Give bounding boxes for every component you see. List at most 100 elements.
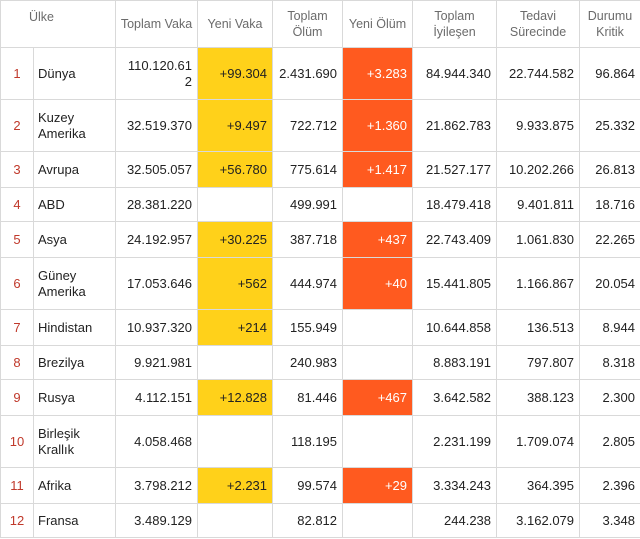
table-row[interactable]: 5 Asya 24.192.957 +30.225 387.718 +437 22.743.… [0,221,640,258]
critical-cell: 18.716 [579,187,640,222]
new-deaths-cell: +29 [342,467,414,504]
header-active[interactable]: Tedavi Sürecinde [496,0,581,48]
total-deaths-cell: 387.718 [272,221,344,258]
row-rank: 8 [0,345,34,380]
critical-cell: 2.396 [579,467,640,504]
recovered-cell: 15.441.805 [412,257,498,310]
recovered-cell: 10.644.858 [412,309,498,346]
active-cell: 10.202.266 [496,151,581,188]
recovered-cell: 244.238 [412,503,498,538]
total-cases-cell: 32.505.057 [115,151,199,188]
new-cases-cell: +99.304 [197,47,274,100]
new-deaths-cell: +3.283 [342,47,414,100]
table-row[interactable]: 11 Afrika 3.798.212 +2.231 99.574 +29 3.334.24… [0,467,640,504]
row-country: Avrupa [32,151,117,188]
total-deaths-cell: 99.574 [272,467,344,504]
row-country: Rusya [32,379,117,416]
new-cases-cell [197,415,274,468]
recovered-cell: 2.231.199 [412,415,498,468]
recovered-cell: 22.743.409 [412,221,498,258]
row-rank: 6 [0,257,34,310]
total-deaths-cell: 155.949 [272,309,344,346]
row-country: Güney Amerika [32,257,117,310]
new-cases-cell [197,187,274,222]
new-cases-cell: +30.225 [197,221,274,258]
row-country: Afrika [32,467,117,504]
critical-cell: 22.265 [579,221,640,258]
table-row[interactable]: 3 Avrupa 32.505.057 +56.780 775.614 +1.417 21.… [0,151,640,188]
new-cases-cell: +56.780 [197,151,274,188]
table-body: 1 Dünya 110.120.612 +99.304 2.431.690 +3.283 8… [0,47,640,538]
recovered-cell: 21.527.177 [412,151,498,188]
row-rank: 11 [0,467,34,504]
critical-cell: 96.864 [579,47,640,100]
header-recovered[interactable]: Toplam İyileşen [412,0,498,48]
new-deaths-cell [342,503,414,538]
total-cases-cell: 24.192.957 [115,221,199,258]
row-rank: 10 [0,415,34,468]
critical-cell: 8.944 [579,309,640,346]
total-deaths-cell: 2.431.690 [272,47,344,100]
row-rank: 1 [0,47,34,100]
active-cell: 1.709.074 [496,415,581,468]
active-cell: 1.061.830 [496,221,581,258]
active-cell: 1.166.867 [496,257,581,310]
total-deaths-cell: 775.614 [272,151,344,188]
active-cell: 9.401.811 [496,187,581,222]
total-deaths-cell: 240.983 [272,345,344,380]
new-cases-cell [197,345,274,380]
total-deaths-cell: 499.991 [272,187,344,222]
recovered-cell: 18.479.418 [412,187,498,222]
total-deaths-cell: 722.712 [272,99,344,152]
table-row[interactable]: 4 ABD 28.381.220 499.991 18.479.418 9.401.811… [0,187,640,222]
total-deaths-cell: 81.446 [272,379,344,416]
active-cell: 9.933.875 [496,99,581,152]
critical-cell: 3.348 [579,503,640,538]
row-country: Birleşik Krallık [32,415,117,468]
new-cases-cell: +9.497 [197,99,274,152]
critical-cell: 2.805 [579,415,640,468]
header-total-cases[interactable]: Toplam Vaka [115,0,199,48]
new-cases-cell: +214 [197,309,274,346]
critical-cell: 8.318 [579,345,640,380]
table-row[interactable]: 9 Rusya 4.112.151 +12.828 81.446 +467 3.642.58… [0,379,640,416]
active-cell: 797.807 [496,345,581,380]
row-country: Brezilya [32,345,117,380]
new-deaths-cell: +40 [342,257,414,310]
table-row[interactable]: 1 Dünya 110.120.612 +99.304 2.431.690 +3.283 8… [0,47,640,100]
header-new-cases[interactable]: Yeni Vaka [197,0,274,48]
total-cases-cell: 3.489.129 [115,503,199,538]
header-new-deaths[interactable]: Yeni Ölüm [342,0,414,48]
total-cases-cell: 4.112.151 [115,379,199,416]
row-country: ABD [32,187,117,222]
total-deaths-cell: 444.974 [272,257,344,310]
header-total-deaths[interactable]: Toplam Ölüm [272,0,344,48]
new-cases-cell: +562 [197,257,274,310]
new-deaths-cell: +437 [342,221,414,258]
critical-cell: 2.300 [579,379,640,416]
table-row[interactable]: 6 Güney Amerika 17.053.646 +562 444.974 +40 15… [0,257,640,310]
critical-cell: 25.332 [579,99,640,152]
new-deaths-cell: +1.360 [342,99,414,152]
active-cell: 3.162.079 [496,503,581,538]
row-country: Fransa [32,503,117,538]
critical-cell: 20.054 [579,257,640,310]
row-rank: 12 [0,503,34,538]
header-critical[interactable]: Durumu Kritik [579,0,640,48]
table-row[interactable]: 12 Fransa 3.489.129 82.812 244.238 3.162.079 3… [0,503,640,538]
row-rank: 7 [0,309,34,346]
table-row[interactable]: 8 Brezilya 9.921.981 240.983 8.883.191 797.80… [0,345,640,380]
total-cases-cell: 32.519.370 [115,99,199,152]
table-row[interactable]: 2 Kuzey Amerika 32.519.370 +9.497 722.712 +1.… [0,99,640,152]
active-cell: 364.395 [496,467,581,504]
row-country: Kuzey Amerika [32,99,117,152]
row-country: Dünya [32,47,117,100]
new-deaths-cell: +467 [342,379,414,416]
active-cell: 22.744.582 [496,47,581,100]
row-rank: 4 [0,187,34,222]
table-row[interactable]: 7 Hindistan 10.937.320 +214 155.949 10.644.85… [0,309,640,346]
table-row[interactable]: 10 Birleşik Krallık 4.058.468 118.195 2.231.… [0,415,640,468]
new-deaths-cell [342,309,414,346]
header-country[interactable]: Ülke [0,0,117,48]
